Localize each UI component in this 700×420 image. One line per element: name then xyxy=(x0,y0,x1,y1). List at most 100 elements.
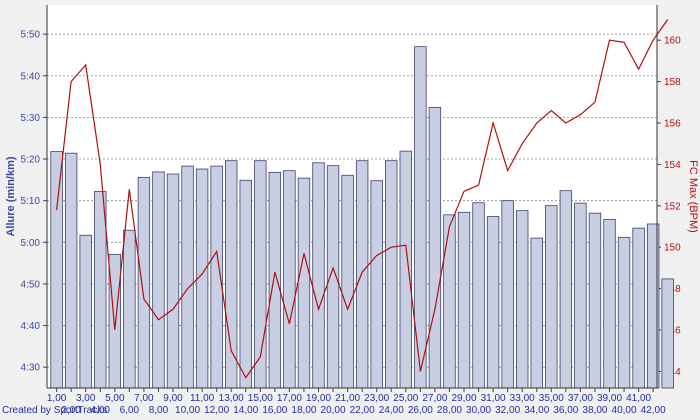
bar xyxy=(79,234,92,389)
y-left-tick-label: 4:30 xyxy=(21,363,41,374)
credit-label: Created by SportTracks xyxy=(2,405,108,416)
x-tick-label: 41,00 xyxy=(626,393,651,404)
x-tick-label: 10,00 xyxy=(175,405,200,416)
x-tick-label: 38,00 xyxy=(582,405,607,416)
y-left-tick-label: 5:40 xyxy=(21,71,41,82)
bar xyxy=(399,150,413,389)
x-tick-label: 21,00 xyxy=(335,393,360,404)
fc-max-line xyxy=(56,19,669,379)
x-tick-label: 40,00 xyxy=(612,405,637,416)
x-tick-label: 18,00 xyxy=(291,405,316,416)
bar xyxy=(326,165,340,389)
bar xyxy=(283,170,296,389)
bar xyxy=(661,278,674,389)
x-tick-label: 30,00 xyxy=(466,405,491,416)
bar xyxy=(370,180,383,389)
x-tick-label: 35,00 xyxy=(539,393,564,404)
x-tick-label: 17,00 xyxy=(277,393,302,404)
x-tick-label: 6,00 xyxy=(120,405,140,416)
x-tick-label: 36,00 xyxy=(553,405,578,416)
bar xyxy=(501,200,514,389)
bar xyxy=(632,227,645,389)
bar xyxy=(181,165,194,389)
y-right-tick-label: 158 xyxy=(664,77,681,88)
y-right-tick-label: 152 xyxy=(664,201,681,212)
x-tick-label: 27,00 xyxy=(422,393,447,404)
x-tick-label: 32,00 xyxy=(495,405,520,416)
bar xyxy=(297,177,311,389)
y-left-tick-label: 5:10 xyxy=(21,196,41,207)
x-tick-label: 42,00 xyxy=(641,405,666,416)
x-tick-label: 37,00 xyxy=(568,393,593,404)
x-tick-label: 7,00 xyxy=(134,393,154,404)
y-left-tick-label: 4:50 xyxy=(21,279,41,290)
bar xyxy=(50,151,63,389)
x-tick-label: 1,00 xyxy=(47,393,67,404)
x-tick-label: 15,00 xyxy=(248,393,273,404)
bar xyxy=(166,173,180,389)
bar xyxy=(457,211,471,389)
bar xyxy=(443,214,456,389)
bar xyxy=(224,160,238,389)
bar xyxy=(428,107,442,389)
bar xyxy=(588,212,602,389)
x-tick-label: 39,00 xyxy=(597,393,622,404)
x-tick-label: 16,00 xyxy=(262,405,287,416)
x-tick-label: 12,00 xyxy=(204,405,229,416)
x-tick-label: 9,00 xyxy=(163,393,183,404)
y-left-axis-title: Allure (min/km) xyxy=(5,156,17,236)
y-left-tick-label: 5:20 xyxy=(21,155,41,166)
x-tick-label: 3,00 xyxy=(76,393,96,404)
x-tick-label: 24,00 xyxy=(379,405,404,416)
bar xyxy=(472,202,485,389)
y-left-tick-label: 5:50 xyxy=(21,30,41,41)
bar xyxy=(355,160,369,389)
x-tick-label: 5,00 xyxy=(105,393,125,404)
y-right-tick-label: 150 xyxy=(664,243,681,254)
x-tick-label: 31,00 xyxy=(481,393,506,404)
x-tick-label: 22,00 xyxy=(350,405,375,416)
x-tick-label: 2,00 xyxy=(61,405,81,416)
y-right-axis-title: FC Max (BPM) xyxy=(687,160,699,233)
bar xyxy=(137,176,151,389)
bar xyxy=(312,162,325,389)
x-tick-label: 11,00 xyxy=(190,393,215,404)
x-tick-label: 28,00 xyxy=(437,405,462,416)
x-tick-label: 8,00 xyxy=(149,405,169,416)
bar xyxy=(559,190,573,389)
y-right-tick-label: 154 xyxy=(664,160,681,171)
y-left-tick-label: 4:40 xyxy=(21,321,41,332)
bar xyxy=(123,229,136,389)
x-tick-label: 23,00 xyxy=(364,393,389,404)
bar xyxy=(94,191,107,389)
bar xyxy=(603,218,616,389)
bar xyxy=(64,152,78,389)
bar xyxy=(486,216,500,389)
x-tick-label: 26,00 xyxy=(408,405,433,416)
x-tick-label: 19,00 xyxy=(306,393,331,404)
bar xyxy=(530,237,543,389)
bar xyxy=(617,236,631,389)
bar xyxy=(268,171,282,389)
y-right-tick-label: 160 xyxy=(664,36,681,47)
x-tick-label: 33,00 xyxy=(510,393,535,404)
bar xyxy=(152,171,165,389)
bar xyxy=(385,160,398,389)
x-tick-label: 25,00 xyxy=(393,393,418,404)
x-tick-label: 20,00 xyxy=(321,405,346,416)
bar xyxy=(574,202,587,389)
bar xyxy=(516,210,529,389)
x-tick-label: 13,00 xyxy=(219,393,244,404)
y-right-tick-label: 156 xyxy=(664,119,681,130)
x-tick-label: 14,00 xyxy=(233,405,258,416)
bar xyxy=(239,179,252,389)
bar xyxy=(545,205,558,389)
y-left-tick-label: 5:00 xyxy=(21,238,41,249)
bar xyxy=(108,253,122,389)
x-tick-label: 34,00 xyxy=(524,405,549,416)
x-tick-label: 4,00 xyxy=(91,405,111,416)
y-left-tick-label: 5:30 xyxy=(21,113,41,124)
bar xyxy=(341,174,354,389)
